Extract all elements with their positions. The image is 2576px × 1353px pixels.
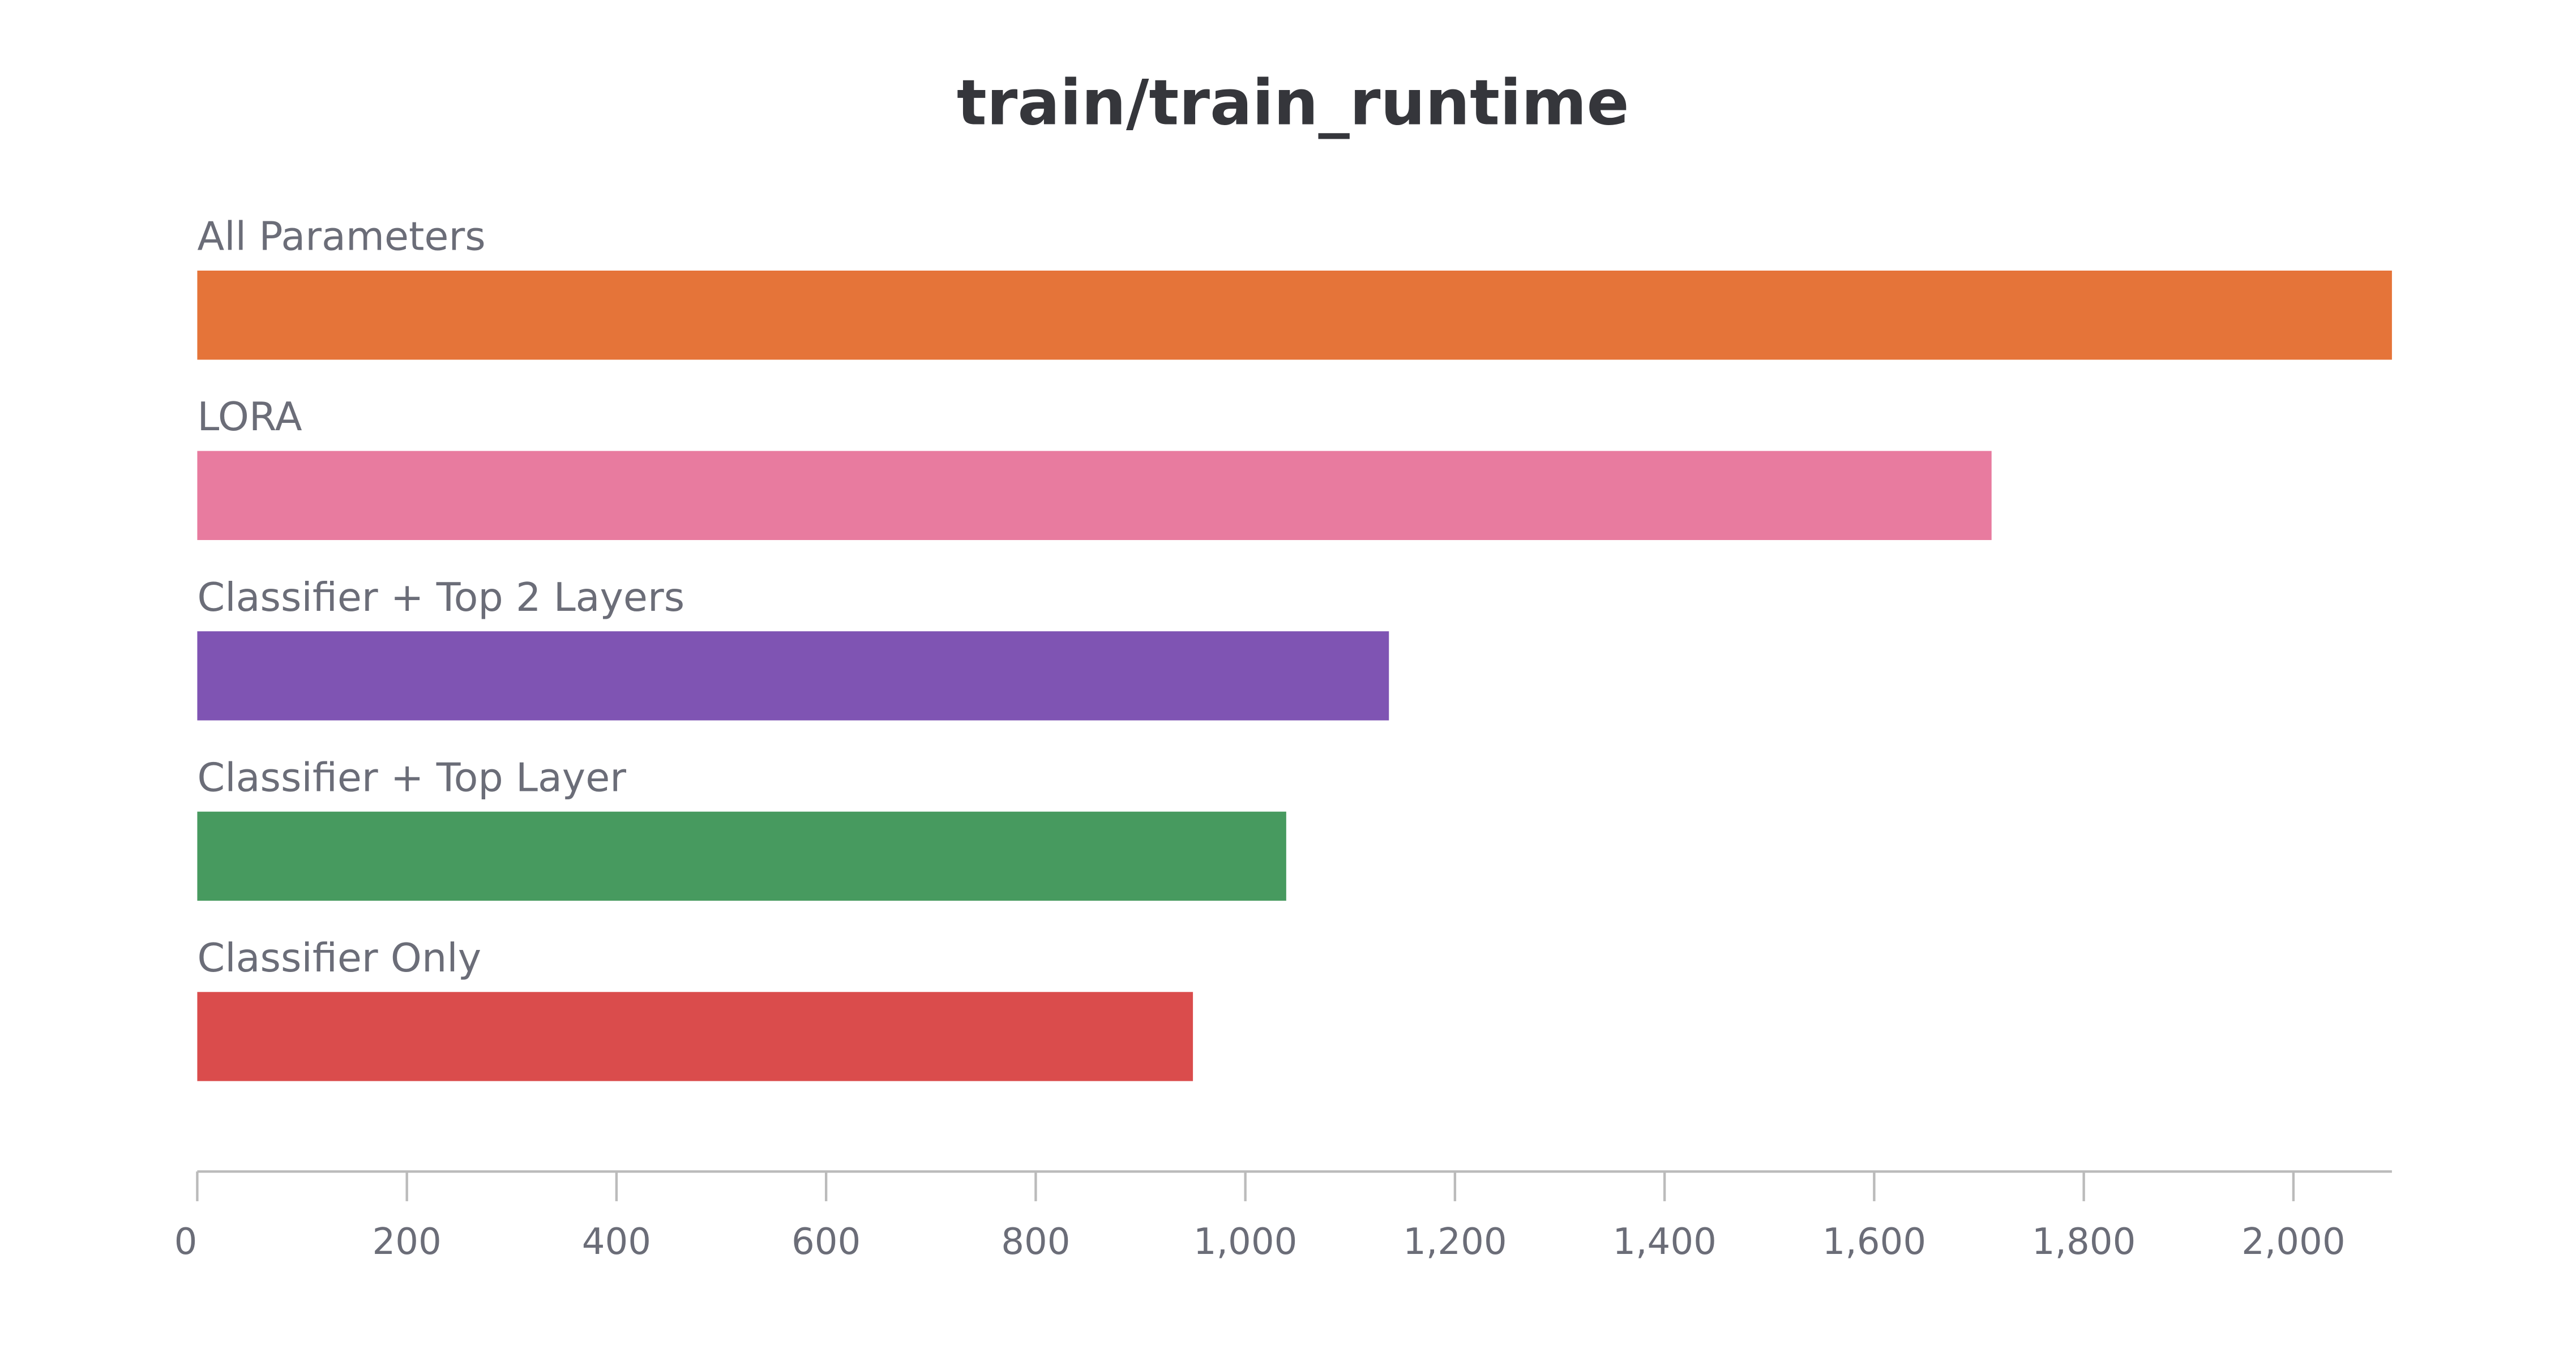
x-tick-label: 1,200 (1403, 1221, 1507, 1263)
bar-label: Classifier Only (197, 935, 481, 981)
x-tick-label: 2,000 (2241, 1221, 2346, 1263)
x-tick-label: 600 (791, 1221, 861, 1263)
x-tick-label: 400 (582, 1221, 651, 1263)
bar (197, 271, 2392, 360)
x-tick-label: 0 (174, 1221, 198, 1263)
x-tick-label: 200 (372, 1221, 441, 1263)
x-tick-label: 1,800 (2032, 1221, 2136, 1263)
x-tick-label: 800 (1001, 1221, 1070, 1263)
bar (197, 811, 1286, 901)
bar (197, 992, 1193, 1081)
bar-label: Classifier + Top Layer (197, 755, 626, 800)
bar-label: LORA (197, 394, 302, 440)
bar-label: Classifier + Top 2 Layers (197, 575, 684, 620)
bar-label: All Parameters (197, 214, 485, 260)
bar (197, 631, 1389, 721)
x-tick-label: 1,000 (1193, 1221, 1298, 1263)
bar (197, 451, 1992, 540)
x-tick-label: 1,600 (1822, 1221, 1927, 1263)
x-tick-label: 1,400 (1612, 1221, 1717, 1263)
chart-title: train/train_runtime (957, 67, 1629, 140)
